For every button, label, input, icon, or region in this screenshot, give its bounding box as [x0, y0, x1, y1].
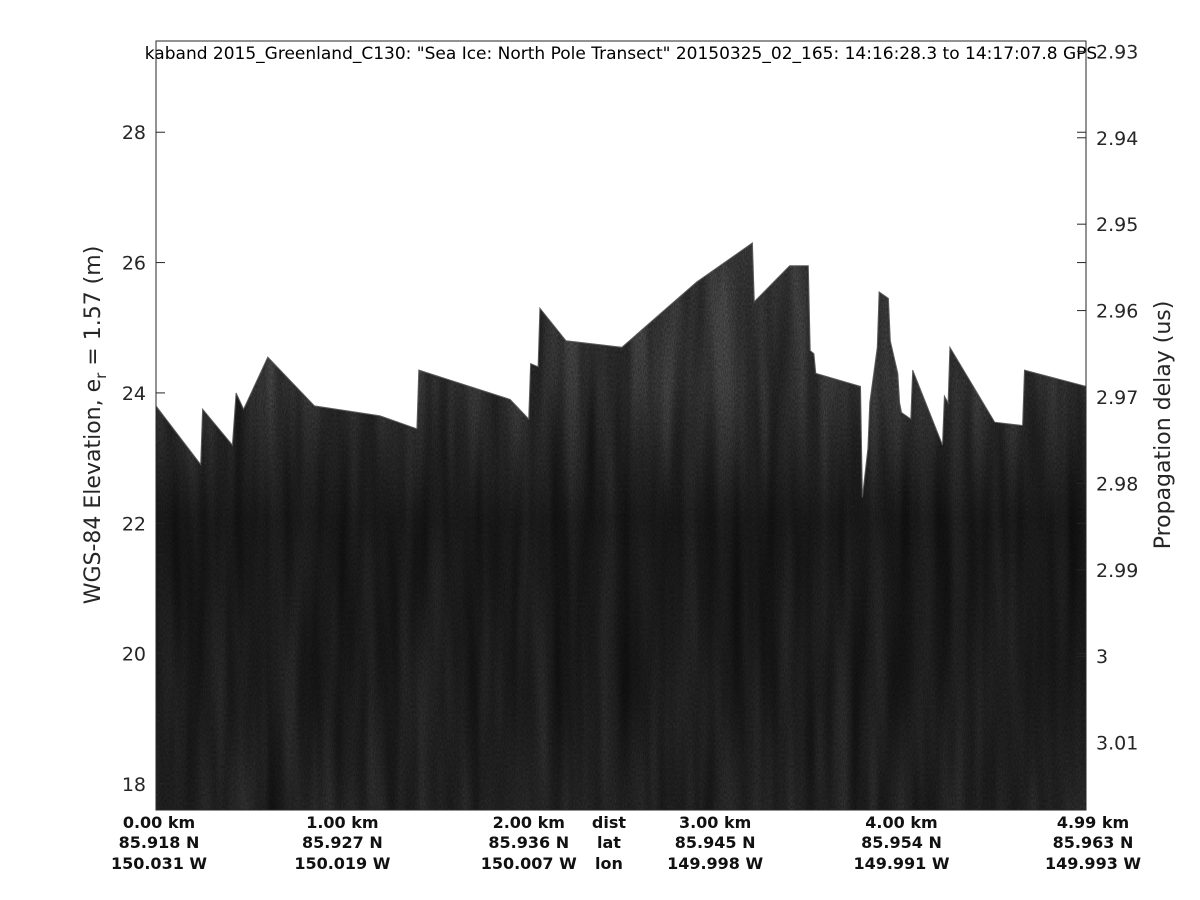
footer-row-header: dist [592, 813, 626, 832]
right-axis: 2.93 2.94 2.95 2.96 2.97 2.98 2.99 3 3.01 [1077, 41, 1138, 755]
footer-dist-label: 1.00 km [306, 813, 378, 832]
footer-lon-label: 150.007 W [481, 854, 577, 873]
left-tick-label: 28 [122, 122, 146, 144]
right-tick-label: 2.95 [1096, 214, 1138, 236]
footer-lon-label: 150.031 W [111, 854, 207, 873]
radar-return-image [156, 243, 1086, 810]
footer-dist-label: 3.00 km [679, 813, 751, 832]
footer-lat-label: 85.927 N [302, 833, 383, 852]
footer-dist-label: 2.00 km [493, 813, 565, 832]
chart-title: kaband 2015_Greenland_C130: "Sea Ice: No… [145, 44, 1097, 64]
footer-lat-label: 85.936 N [488, 833, 569, 852]
footer-lon-label: 149.993 W [1045, 854, 1141, 873]
right-tick-label: 3.01 [1096, 733, 1138, 755]
left-tick-label: 22 [122, 513, 146, 535]
right-tick-label: 3 [1096, 646, 1108, 668]
right-tick-label: 2.98 [1096, 473, 1138, 495]
plot-frame [155, 40, 1087, 811]
left-tick-label: 24 [122, 383, 146, 405]
surface-boundary [156, 242, 1086, 498]
right-tick-label: 2.94 [1096, 128, 1138, 150]
footer-dist-label: 0.00 km [123, 813, 195, 832]
right-tick-label: 2.99 [1096, 560, 1138, 582]
footer-lon-label: 149.998 W [667, 854, 763, 873]
footer-lat-label: 85.954 N [861, 833, 942, 852]
footer-dist-label: 4.00 km [865, 813, 937, 832]
plot-area [156, 242, 1086, 810]
left-tick-label: 20 [122, 644, 146, 666]
right-tick-label: 2.96 [1096, 301, 1138, 323]
right-tick-label: 2.93 [1096, 41, 1138, 63]
footer-dist-label: 4.99 km [1057, 813, 1129, 832]
right-axis-label: Propagation delay (us) [1151, 301, 1176, 550]
left-tick-label: 18 [122, 774, 146, 796]
footer-lon-label: 150.019 W [294, 854, 390, 873]
left-axis-label: WGS-84 Elevation, er = 1.57 (m) [81, 246, 110, 605]
footer-lat-label: 85.918 N [119, 833, 200, 852]
footer-lon-label: 149.991 W [853, 854, 949, 873]
left-axis: 28 26 24 22 20 18 [122, 122, 1086, 796]
footer-row-header: lon [595, 854, 623, 873]
footer-lat-label: 85.963 N [1053, 833, 1134, 852]
left-tick-label: 26 [122, 253, 146, 275]
footer-row-header: lat [597, 833, 621, 852]
footer-lat-label: 85.945 N [675, 833, 756, 852]
right-tick-label: 2.97 [1096, 387, 1138, 409]
